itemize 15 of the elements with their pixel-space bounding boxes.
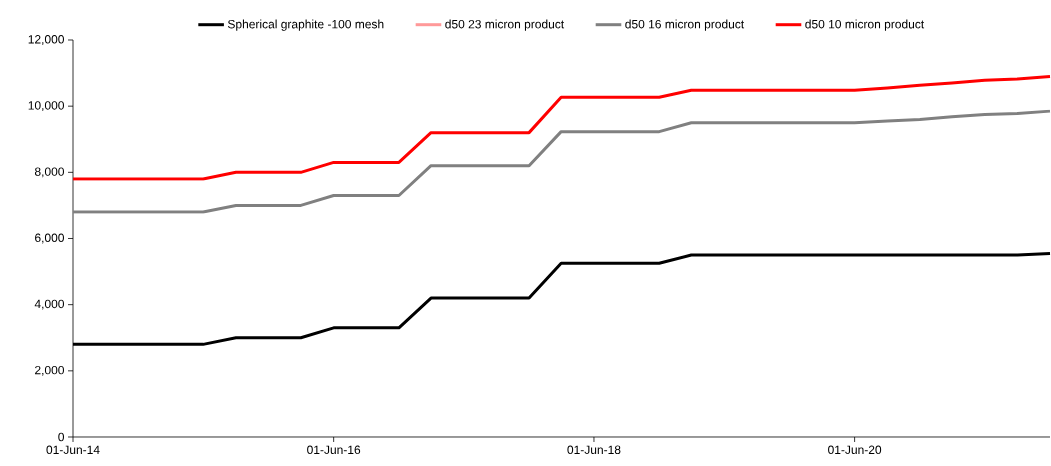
legend-label: d50 10 micron product (805, 19, 925, 31)
y-tick-label: 12,000 (28, 35, 64, 45)
x-tick-label: 01-Jun-18 (567, 445, 621, 455)
y-tick-label: 10,000 (28, 101, 64, 112)
legend-label: d50 16 micron product (625, 19, 745, 31)
x-tick-label: 01-Jun-16 (307, 445, 361, 455)
y-tick-label: 4,000 (34, 299, 64, 310)
y-tick-label: 6,000 (35, 233, 64, 244)
y-tick-label: 2,000 (35, 365, 64, 376)
y-tick-label: 0 (58, 432, 65, 442)
legend-label: Spherical graphite -100 mesh (227, 19, 384, 31)
y-tick-label: 8,000 (34, 167, 64, 178)
x-tick-label: 01-Jun-20 (828, 445, 882, 455)
x-tick-label: 01-Jun-14 (46, 445, 100, 455)
legend-label: d50 23 micron product (445, 19, 565, 31)
